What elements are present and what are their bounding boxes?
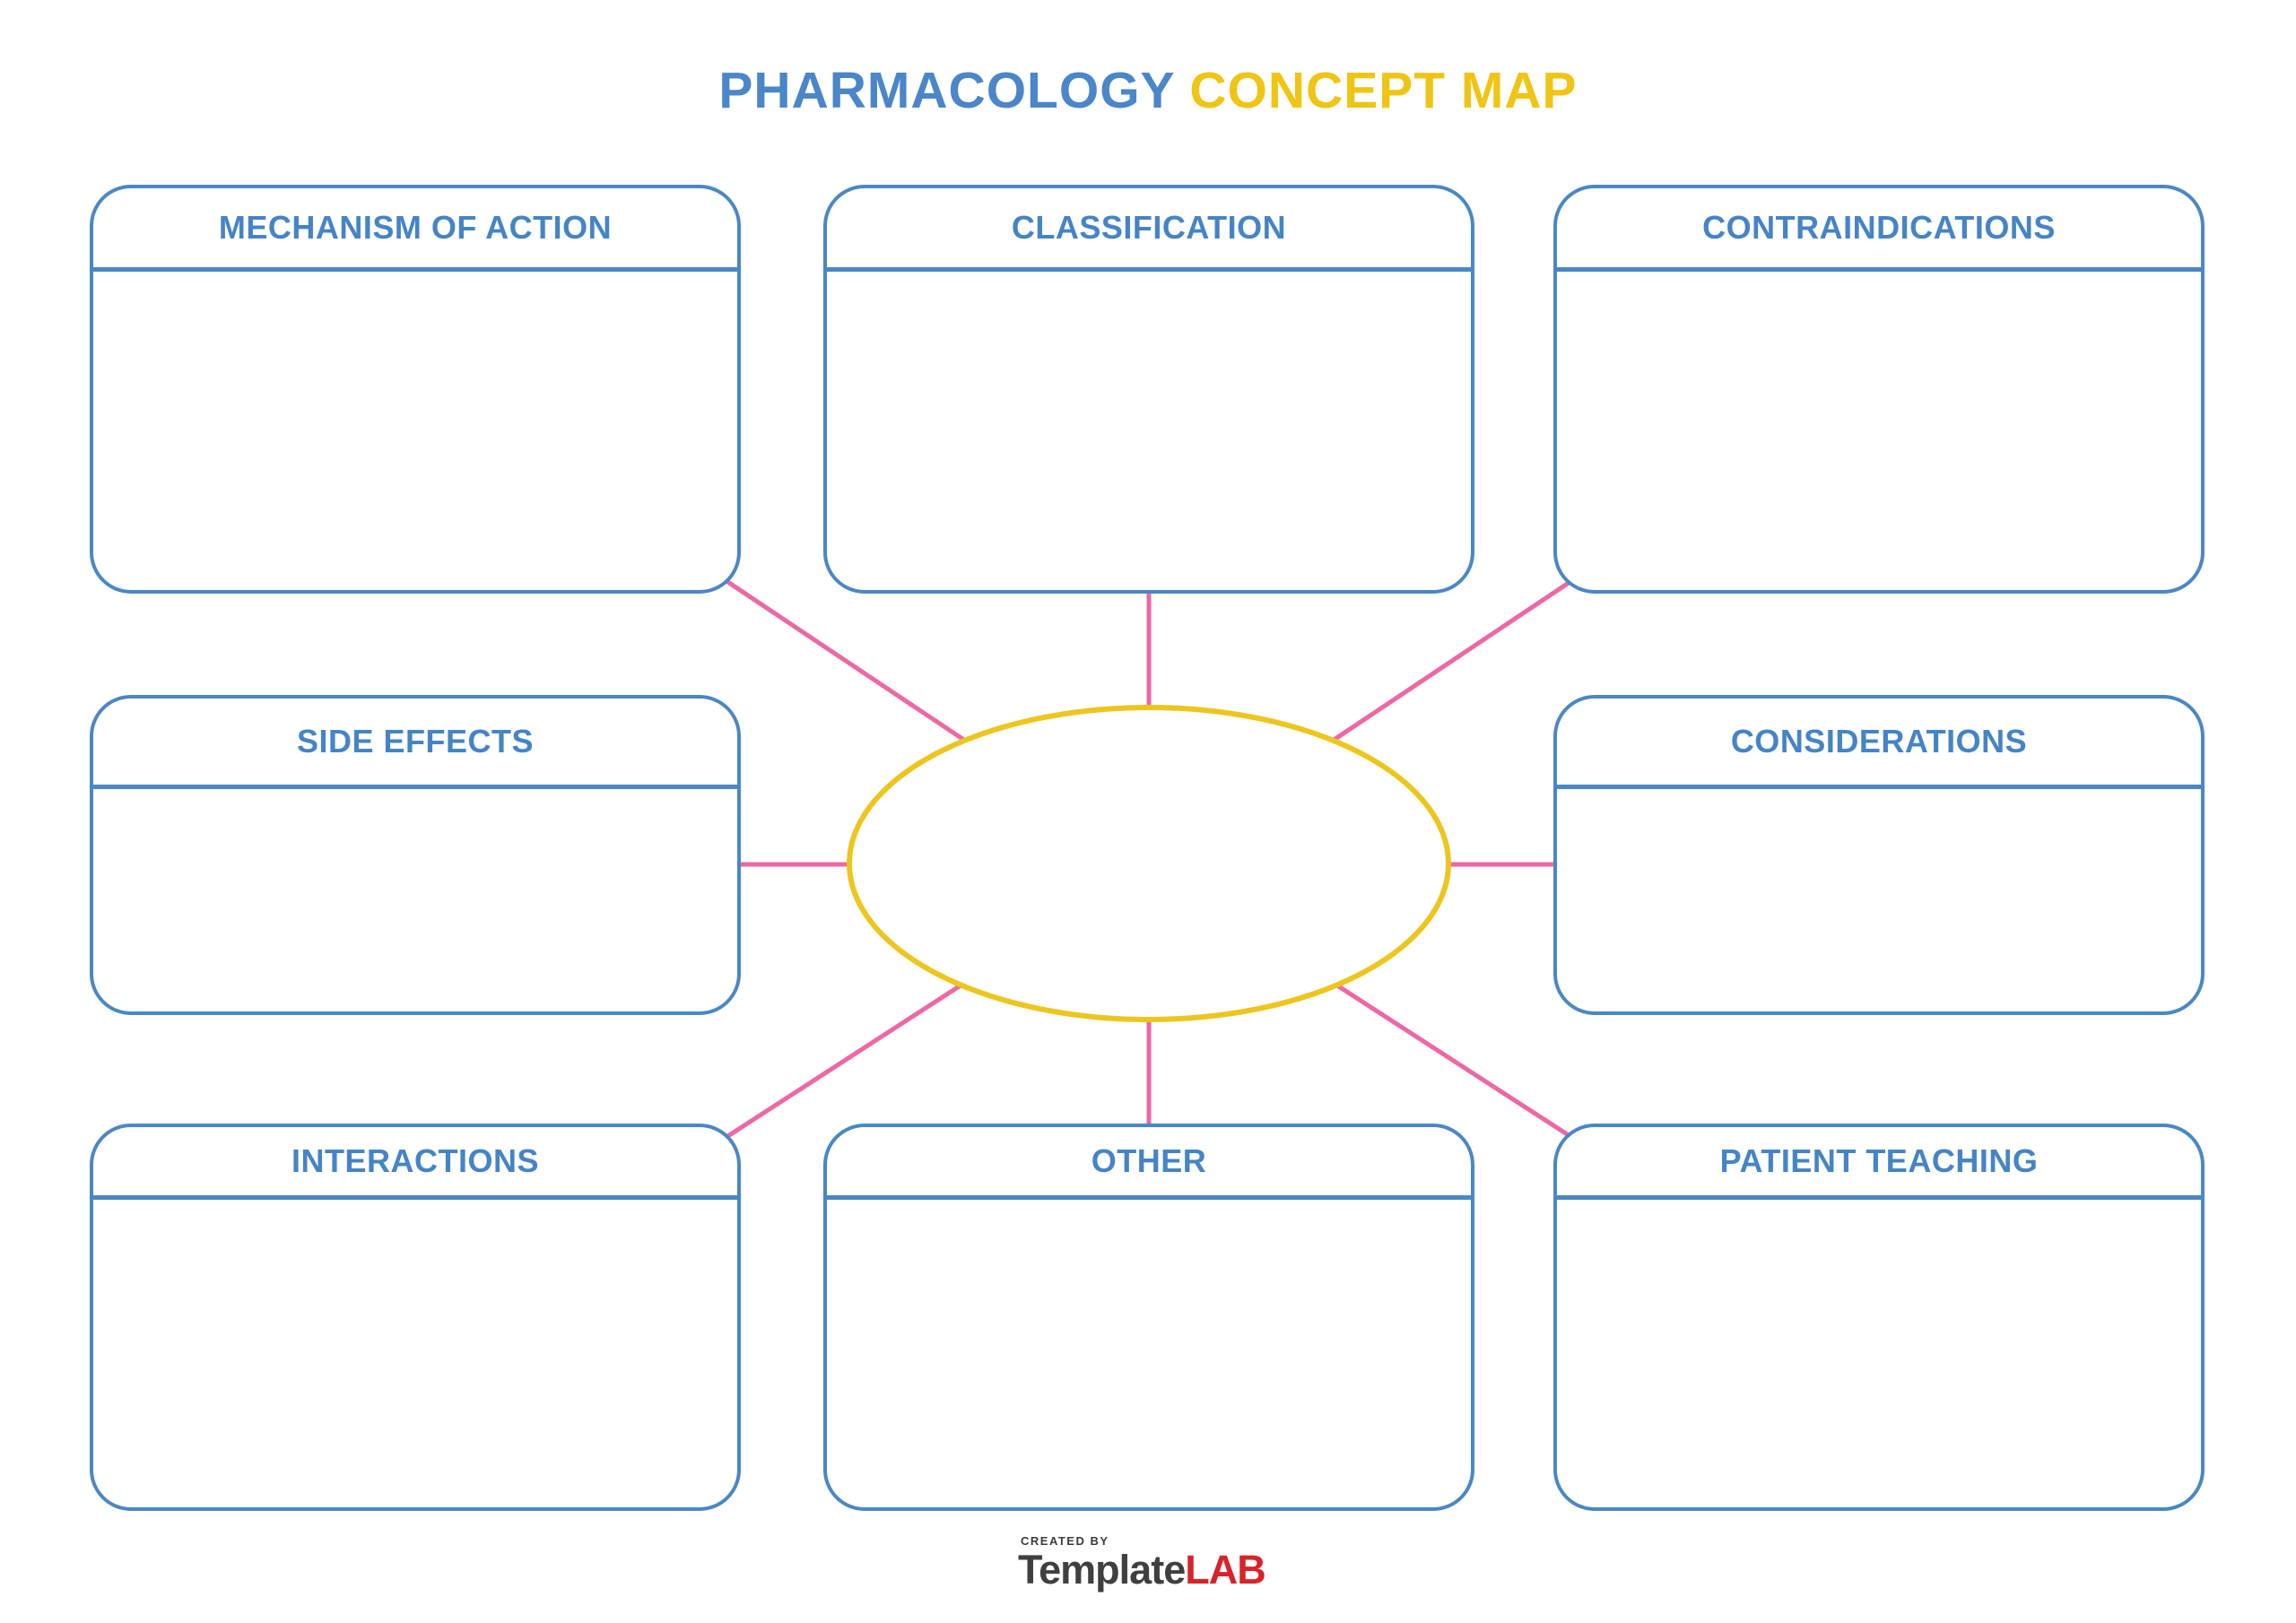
logo-created-by-text: CREATED BY <box>1021 1534 1109 1548</box>
contraindications-notes-area[interactable] <box>1557 272 2201 590</box>
logo-brand-dark-part: Template <box>1018 1547 1186 1593</box>
logo-brand-text: TemplateLAB <box>1018 1547 1266 1593</box>
side-effects-notes-area[interactable] <box>93 789 737 1011</box>
box-contraindications: CONTRAINDICATIONS <box>1553 185 2205 594</box>
patient-teaching-notes-area[interactable] <box>1557 1200 2201 1507</box>
considerations-notes-area[interactable] <box>1557 789 2201 1011</box>
box-patient-teaching: PATIENT TEACHING <box>1553 1124 2205 1511</box>
box-classification: CLASSIFICATION <box>823 185 1474 594</box>
mechanism-of-action-notes-area[interactable] <box>93 272 737 590</box>
box-side-effects: SIDE EFFECTS <box>90 695 741 1015</box>
box-header-patient-teaching: PATIENT TEACHING <box>1557 1127 2201 1200</box>
logo-brand-red-part: LAB <box>1185 1547 1265 1593</box>
template-lab-logo: CREATED BY TemplateLAB <box>1018 1534 1266 1593</box>
page-title: PHARMACOLOGY CONCEPT MAP <box>0 61 2296 120</box>
box-mechanism-of-action: MECHANISM OF ACTION <box>90 185 741 594</box>
page-title-blue-part: PHARMACOLOGY <box>718 62 1175 119</box>
box-other: OTHER <box>823 1124 1474 1511</box>
box-header-interactions: INTERACTIONS <box>93 1127 737 1200</box>
box-header-mechanism-of-action: MECHANISM OF ACTION <box>93 188 737 272</box>
box-considerations: CONSIDERATIONS <box>1553 695 2205 1015</box>
page-title-yellow-part: CONCEPT MAP <box>1189 62 1578 119</box>
box-header-contraindications: CONTRAINDICATIONS <box>1557 188 2201 272</box>
box-header-considerations: CONSIDERATIONS <box>1557 699 2201 789</box>
box-interactions: INTERACTIONS <box>90 1124 741 1511</box>
other-notes-area[interactable] <box>827 1200 1471 1507</box>
classification-notes-area[interactable] <box>827 272 1471 590</box>
interactions-notes-area[interactable] <box>93 1200 737 1507</box>
central-topic-ellipse[interactable] <box>847 705 1451 1022</box>
box-header-side-effects: SIDE EFFECTS <box>93 699 737 789</box>
box-header-classification: CLASSIFICATION <box>827 188 1471 272</box>
box-header-other: OTHER <box>827 1127 1471 1200</box>
